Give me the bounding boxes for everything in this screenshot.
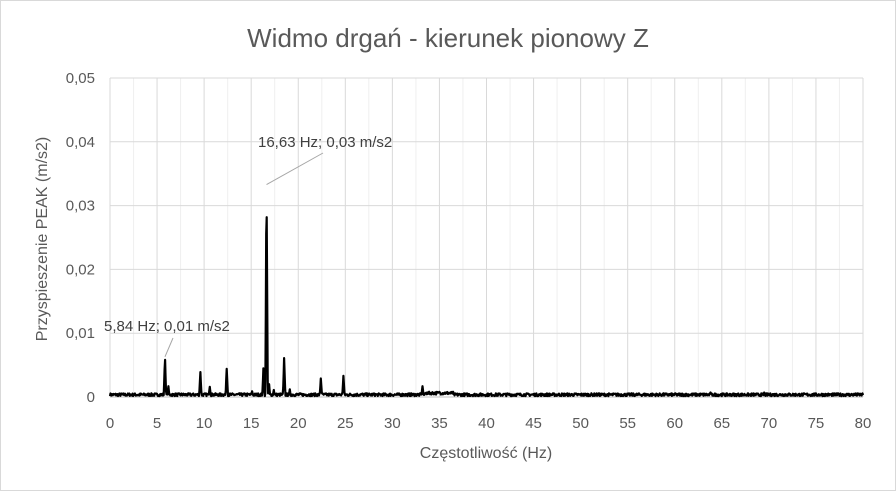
annotation-label: 16,63 Hz; 0,03 m/s2 <box>258 134 392 151</box>
x-tick-label: 75 <box>808 415 825 432</box>
spectrum-line <box>108 216 865 398</box>
y-tick-label: 0,05 <box>66 70 95 87</box>
x-tick-label: 10 <box>196 415 213 432</box>
x-tick-label: 30 <box>384 415 401 432</box>
x-tick-label: 65 <box>713 415 730 432</box>
x-tick-label: 20 <box>290 415 307 432</box>
y-tick-label: 0 <box>87 389 95 406</box>
annotation-label: 5,84 Hz; 0,01 m/s2 <box>104 318 230 335</box>
y-axis-label: Przyspieszenie PEAK (m/s2) <box>34 137 51 342</box>
annotation-leader <box>164 337 174 358</box>
annotations: 16,63 Hz; 0,03 m/s2 5,84 Hz; 0,01 m/s2 <box>104 134 392 358</box>
x-tick-label: 35 <box>431 415 448 432</box>
y-tick-label: 0,01 <box>66 325 95 342</box>
x-tick-label: 55 <box>619 415 636 432</box>
x-tick-label: 15 <box>243 415 260 432</box>
x-tick-label: 25 <box>337 415 354 432</box>
y-tick-label: 0,04 <box>66 134 95 151</box>
x-tick-label: 60 <box>666 415 683 432</box>
x-tick-label: 80 <box>855 415 872 432</box>
x-tick-label: 5 <box>153 415 161 432</box>
x-tick-label: 50 <box>572 415 589 432</box>
x-tick-label: 45 <box>525 415 542 432</box>
x-tick-labels: 0 5 10 15 20 25 30 35 40 45 50 55 60 65 70 75 80 <box>106 415 872 432</box>
x-tick-label: 0 <box>106 415 114 432</box>
y-tick-label: 0,02 <box>66 261 95 278</box>
x-tick-label: 70 <box>761 415 778 432</box>
chart-title: Widmo drgań - kierunek pionowy Z <box>247 23 649 53</box>
y-tick-labels: 0 0,01 0,02 0,03 0,04 0,05 <box>66 70 95 406</box>
x-tick-label: 40 <box>478 415 495 432</box>
annotation-leader <box>266 152 324 185</box>
y-tick-label: 0,03 <box>66 198 95 215</box>
grid-lines <box>109 77 864 398</box>
series-group <box>108 216 865 398</box>
x-axis-label: Częstotliwość (Hz) <box>420 445 552 462</box>
